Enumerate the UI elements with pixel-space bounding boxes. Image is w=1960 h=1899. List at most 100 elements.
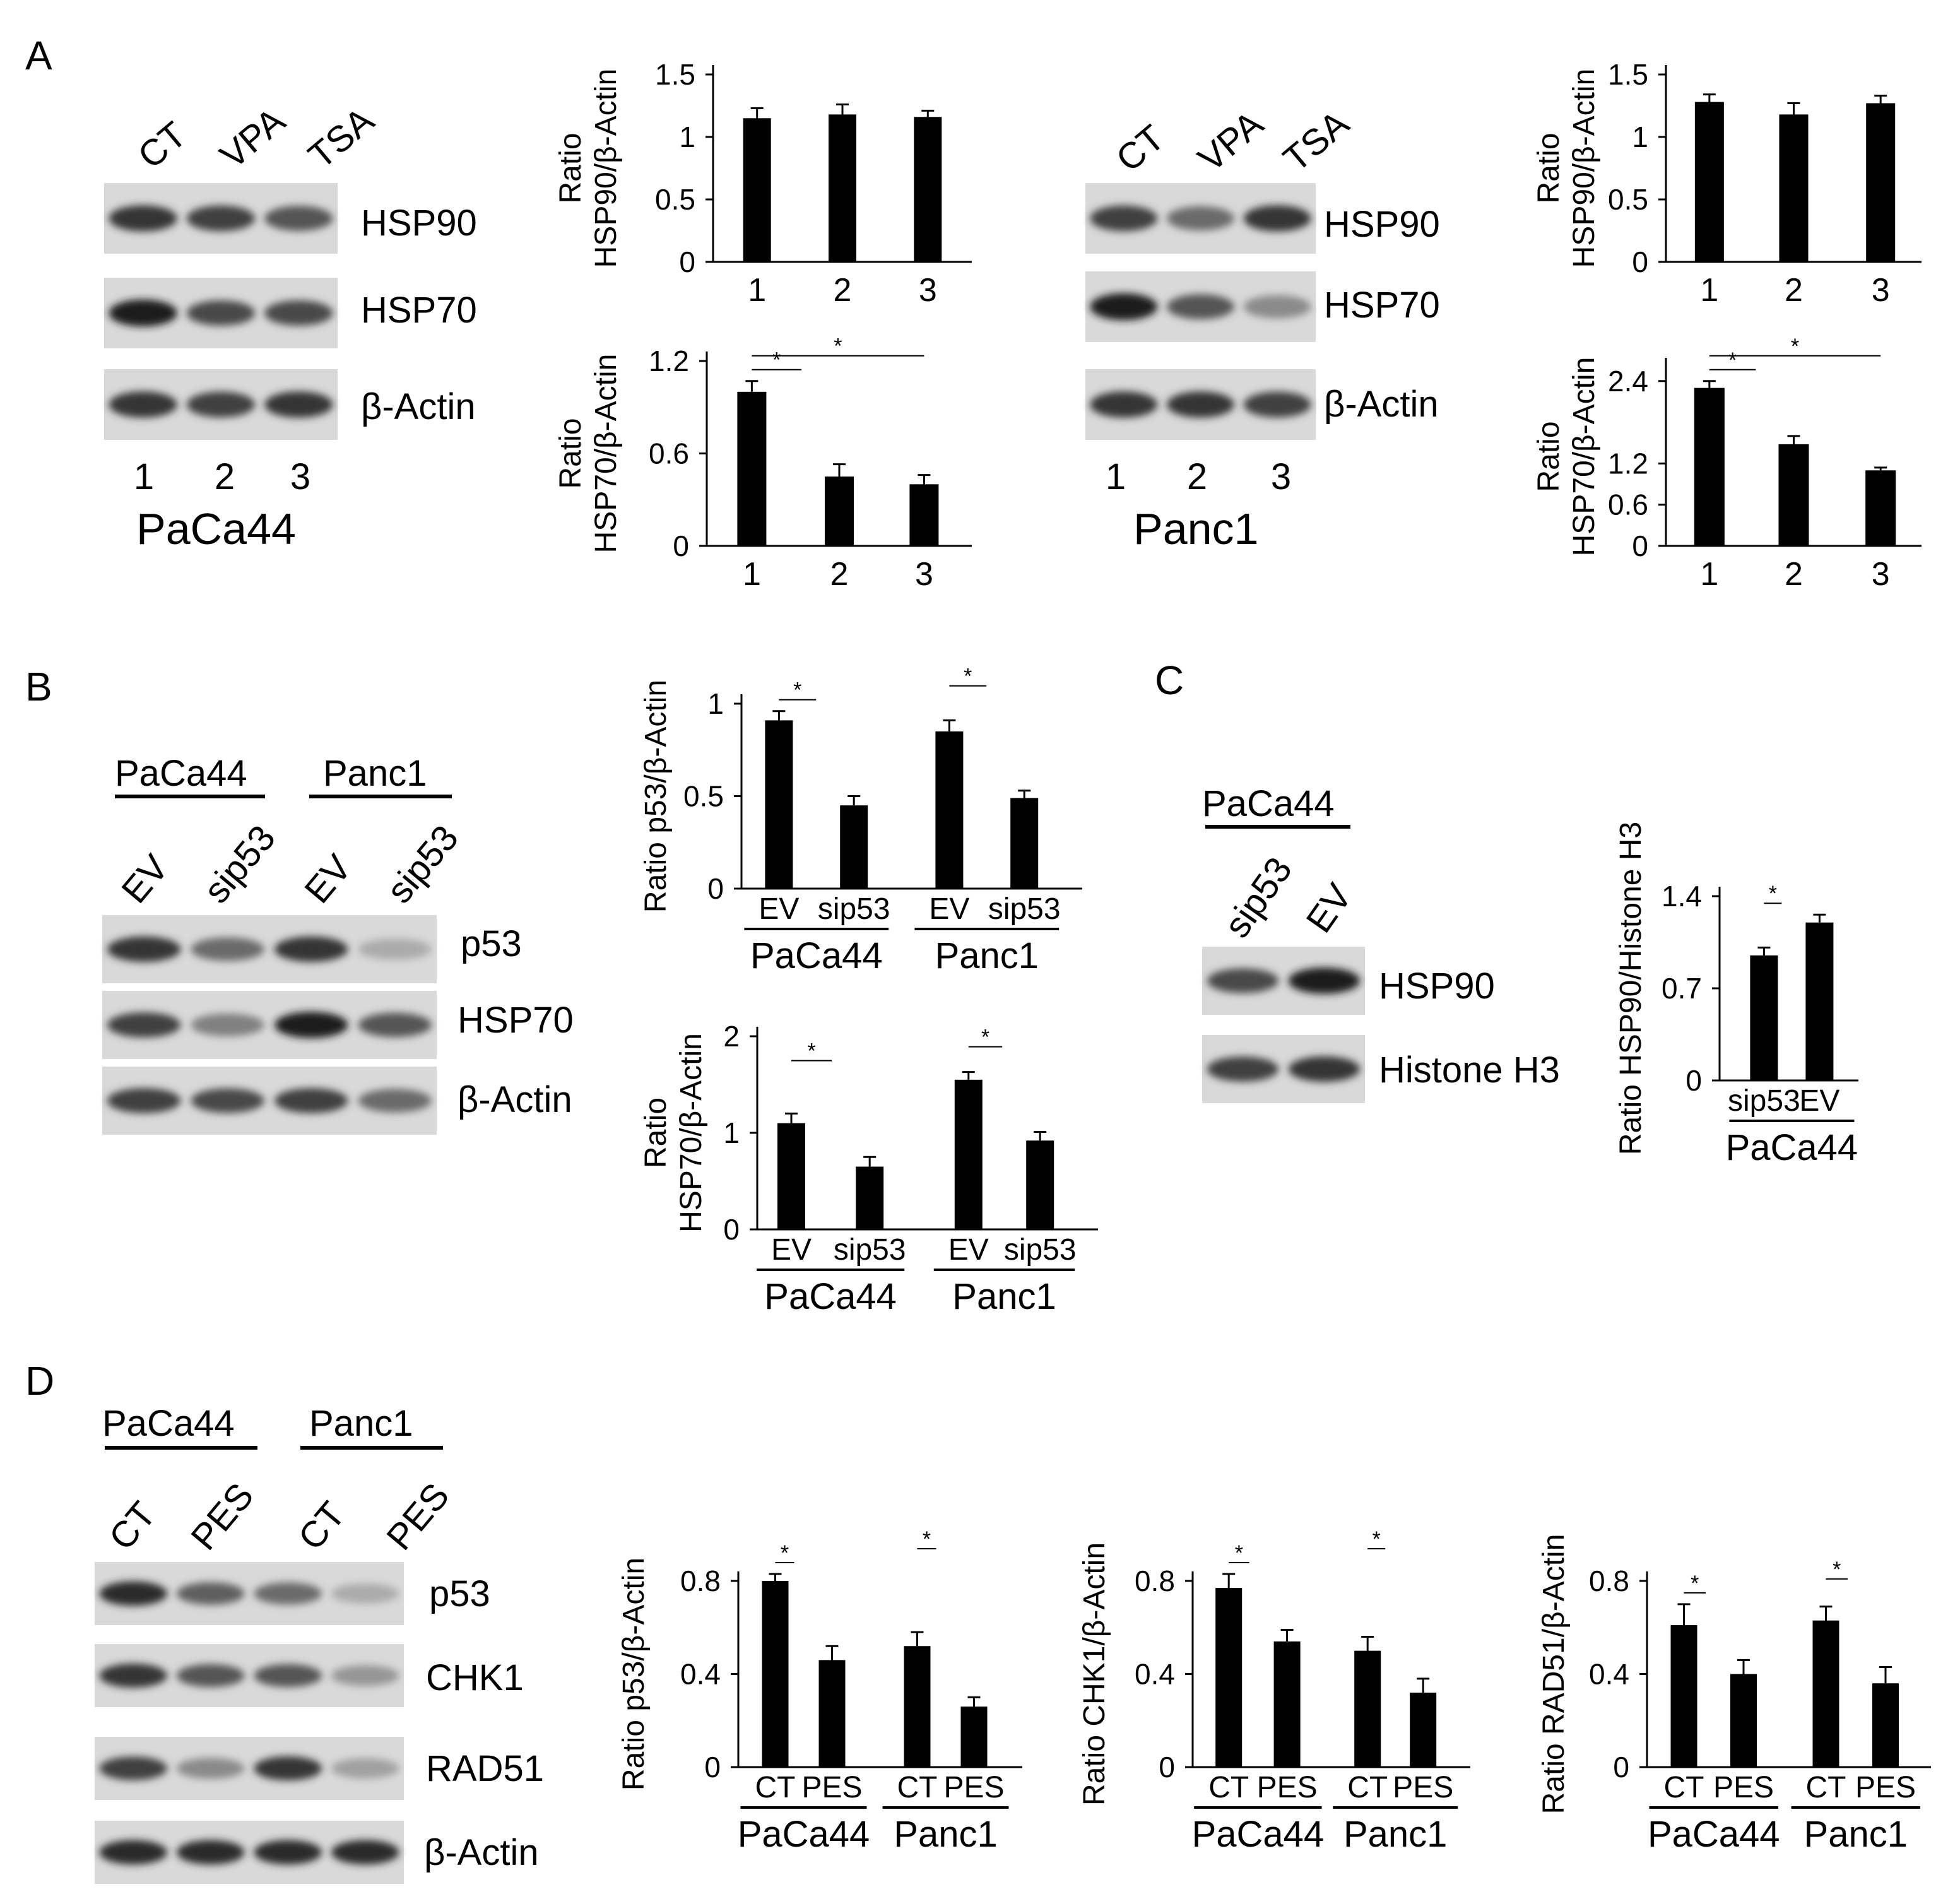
y-tick-label: 0.6	[649, 437, 689, 470]
y-axis-label: Ratio	[554, 418, 587, 488]
band-labels: HSP90 Histone H3	[1379, 966, 1560, 1091]
group-label: Panc1	[935, 935, 1039, 976]
band-labels: p53 HSP70 β-Actin	[458, 923, 574, 1120]
band-label-hsp90: HSP90	[361, 203, 477, 244]
category-label: 3	[919, 272, 937, 309]
blot-strip	[1085, 271, 1316, 342]
blot-band	[186, 391, 256, 418]
blot-band	[1243, 391, 1311, 418]
blot-band	[1090, 293, 1158, 321]
significance-mark: *	[1728, 348, 1737, 372]
lane-labels: CT VPA TSA	[1109, 102, 1357, 180]
blot-band	[331, 1758, 399, 1779]
blot-band	[109, 391, 177, 418]
blot-band	[1090, 391, 1158, 418]
blot-band	[274, 936, 348, 962]
y-axis-label: Ratio p53/β-Actin	[639, 680, 673, 913]
band-label-p53: p53	[429, 1573, 490, 1614]
group-labels: PaCa44 Panc1	[115, 753, 427, 794]
blot-strip	[102, 1067, 437, 1135]
lane-numbers: 1 2 3	[134, 456, 310, 497]
group-label: Panc1	[1804, 1814, 1908, 1855]
category-label: 1	[1700, 272, 1718, 309]
y-tick-label: 0	[1685, 1064, 1702, 1097]
blot-band	[1207, 1056, 1279, 1082]
blot-band	[331, 1583, 399, 1604]
y-tick-label: 1	[707, 687, 724, 720]
bar	[909, 484, 939, 546]
category-label: 2	[1785, 556, 1803, 593]
category-label: sip53	[818, 892, 890, 926]
category-label: 1	[748, 272, 766, 309]
y-tick-label: 0	[704, 1751, 721, 1784]
blot-band	[358, 1089, 432, 1113]
significance-mark: *	[1769, 882, 1777, 906]
y-axis-label: HSP70/β-Actin	[1567, 357, 1601, 557]
blot-strip	[95, 1737, 404, 1800]
category-label: 2	[834, 272, 852, 309]
category-label: PES	[943, 1771, 1004, 1804]
significance-mark: *	[781, 1541, 789, 1565]
bar	[1694, 387, 1725, 546]
bar	[1694, 102, 1724, 262]
group-labels: PaCa44 Panc1	[102, 1403, 413, 1444]
band-label-hsp90: HSP90	[1379, 966, 1495, 1007]
blot-band	[107, 1012, 181, 1038]
lane-number: 2	[1187, 456, 1207, 497]
category-label: sip53	[1004, 1233, 1077, 1267]
significance-mark: *	[964, 665, 972, 689]
blot-band	[109, 299, 177, 327]
bar	[1779, 114, 1809, 262]
band-label-hsp70: HSP70	[1324, 285, 1440, 326]
panel-label-d: D	[25, 1358, 54, 1404]
lane-label: VPA	[213, 100, 293, 177]
y-tick-label: 0.5	[683, 780, 724, 813]
group-label: PaCa44	[764, 1276, 897, 1317]
lane-number: 1	[1106, 456, 1126, 497]
significance-mark: *	[1373, 1527, 1381, 1551]
significance-mark: *	[793, 678, 801, 702]
significance-mark: *	[807, 1039, 815, 1063]
bar	[777, 1123, 805, 1229]
y-tick-label: 1.5	[655, 58, 695, 91]
significance-mark: *	[981, 1026, 989, 1050]
bar	[1805, 922, 1834, 1080]
significance-mark: *	[1691, 1571, 1699, 1595]
blot-band	[186, 205, 256, 232]
blot-band	[99, 1756, 168, 1780]
category-label: EV	[1799, 1084, 1839, 1118]
blot-band	[254, 1582, 322, 1605]
blot-band	[191, 1013, 265, 1037]
bar	[1010, 798, 1039, 889]
bar	[935, 731, 964, 889]
bar	[840, 805, 868, 889]
blot-d: PaCa44 Panc1 CT PES CT PES p53 CHK1 RAD5…	[95, 1403, 544, 1884]
panel-b: B PaCa44 Panc1 EV sip53 EV sip53 p53 HSP…	[25, 664, 574, 1135]
panel-label-b: B	[25, 664, 52, 709]
group-label: PaCa44	[750, 935, 883, 976]
category-label: sip53	[1728, 1084, 1800, 1118]
blot-strip	[1202, 947, 1365, 1015]
blot-band	[274, 1012, 348, 1038]
blot-a-panc1: CT VPA TSA HSP90 HSP70 β-Actin 1 2 3 Pan…	[1085, 102, 1440, 553]
band-label-actin: β-Actin	[458, 1079, 572, 1120]
band-label-rad51: RAD51	[426, 1748, 544, 1789]
lane-number: 2	[215, 456, 235, 497]
y-axis-label: Ratio CHK1/β-Actin	[1078, 1542, 1111, 1806]
y-tick-label: 1	[723, 1116, 740, 1149]
lane-label: EV	[297, 847, 360, 911]
blot-band	[191, 937, 265, 961]
lane-label: EV	[114, 847, 177, 911]
category-label: EV	[771, 1233, 812, 1267]
category-label: PES	[801, 1771, 862, 1804]
chart-a4-hsp70-panc1: 0 0.6 1.2 2.4 Ratio HSP70/β-Actin 1 2 3 * *	[1532, 334, 1922, 593]
blot-band	[1166, 294, 1235, 319]
blot-strip	[104, 369, 338, 440]
blot-band	[1288, 1056, 1361, 1082]
group-label: PaCa44	[115, 753, 247, 794]
category-label: PES	[1257, 1771, 1318, 1804]
lane-labels: sip53 EV	[1216, 850, 1360, 945]
y-tick-label: 0.8	[1135, 1565, 1175, 1597]
group-label: PaCa44	[1726, 1127, 1858, 1168]
